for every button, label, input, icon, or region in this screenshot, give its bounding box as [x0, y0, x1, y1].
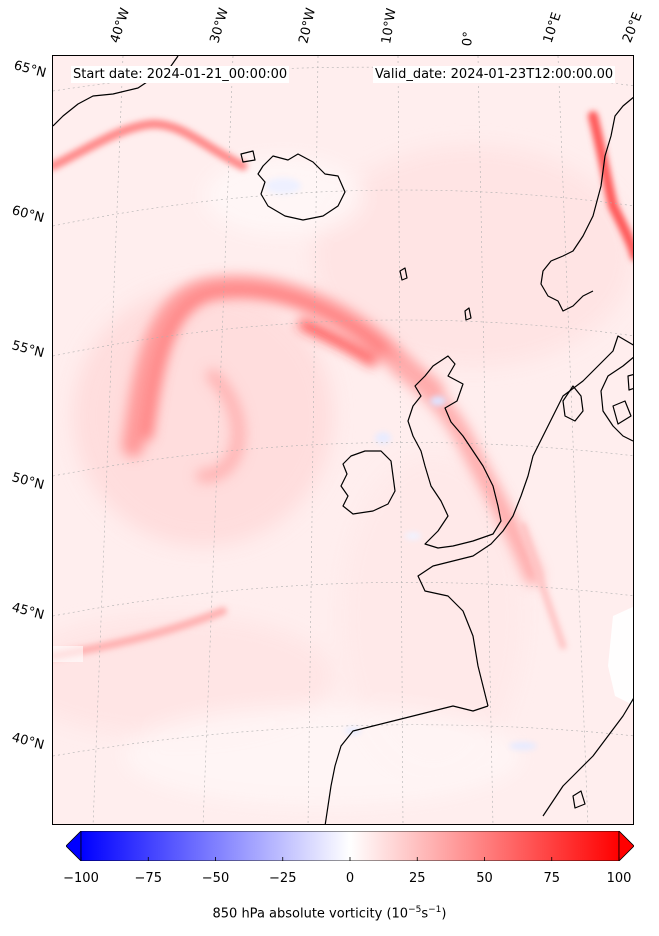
lat-label-60n: 60°N — [10, 203, 46, 227]
ireland-coast — [340, 450, 396, 515]
colorbar-low-extend — [65, 830, 82, 862]
lon-label-20e: 20°E — [620, 10, 646, 45]
map-panel — [52, 55, 634, 825]
missing-data-patches — [53, 606, 633, 705]
continent-coast — [417, 335, 633, 707]
colorbar-tick-label: 50 — [476, 871, 493, 886]
graticule — [53, 56, 633, 824]
lat-label-55n: 55°N — [10, 338, 46, 362]
valid-date-label: Valid_date: 2024-01-23T12:00:00.00 — [373, 66, 616, 83]
lat-label-65n: 65°N — [12, 58, 48, 82]
vorticity-band — [122, 275, 542, 585]
lon-label-20w: 20°W — [296, 6, 320, 45]
colorbar-tick-label: −75 — [134, 871, 162, 886]
colorbar-high-extend — [618, 830, 635, 862]
colorbar-tick-label: −25 — [269, 871, 297, 886]
lon-label-40w: 40°W — [107, 6, 134, 45]
field-broad-zones — [53, 146, 633, 806]
sweden-coast — [600, 356, 633, 442]
colorbar-tick-label: 25 — [408, 871, 426, 886]
colorbar-tick-label: −100 — [63, 871, 99, 886]
lat-label-50n: 50°N — [10, 470, 46, 494]
start-date-label: Start date: 2024-01-21_00:00:00 — [71, 66, 290, 83]
colorbar-tickmarks — [80, 857, 620, 861]
colorbar-tick-label: 100 — [606, 871, 632, 886]
lon-label-10w: 10°W — [379, 7, 400, 45]
colorbar-title: 850 hPa absolute vorticity (10−5s−1) — [212, 905, 447, 922]
coastlines — [53, 56, 633, 824]
lon-label-10e: 10°E — [540, 10, 565, 46]
denmark-coast — [562, 385, 584, 422]
lat-label-45n: 45°N — [10, 600, 46, 624]
lat-label-40n: 40°N — [10, 730, 46, 754]
colorbar-gradient — [80, 830, 620, 862]
iceland-coast — [257, 153, 346, 221]
lon-label-0: 0° — [460, 30, 477, 47]
colorbar-tick-label: 75 — [543, 871, 561, 886]
great-britain-coast — [407, 355, 502, 549]
lon-label-30w: 30°W — [207, 6, 232, 46]
colorbar-tick-label: −50 — [201, 871, 230, 886]
colorbar-tick-label: 0 — [345, 871, 355, 886]
iberia-coast — [324, 705, 489, 824]
vorticity-field — [53, 56, 633, 824]
mediterranean-coast — [542, 698, 633, 817]
norway-coast — [540, 96, 633, 312]
colorbar — [65, 830, 635, 862]
